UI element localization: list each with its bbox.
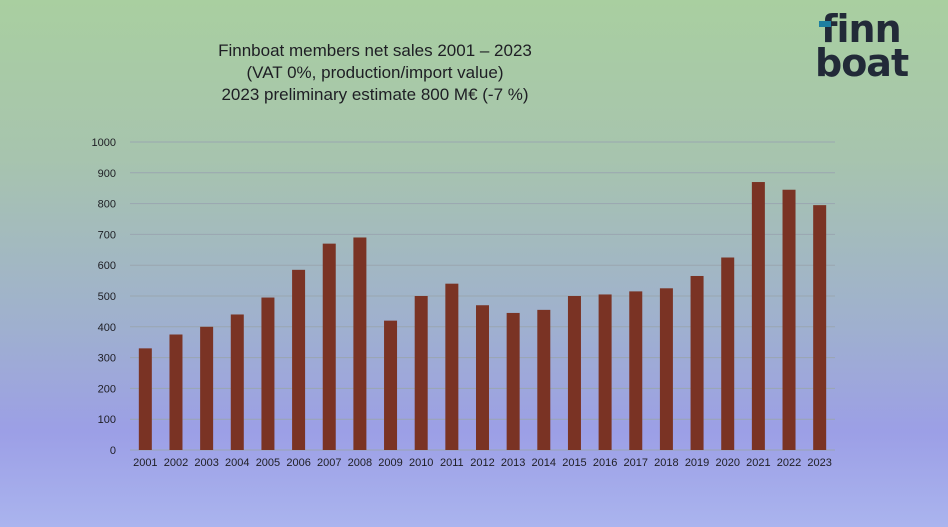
bar [230, 314, 244, 450]
chart-title: Finnboat members net sales 2001 – 2023 (… [160, 40, 590, 106]
x-tick-label: 2011 [440, 457, 464, 469]
x-tick-label: 2012 [470, 457, 494, 469]
bar [445, 283, 459, 450]
x-tick-label: 2021 [746, 457, 770, 469]
y-tick-label: 200 [98, 383, 116, 395]
bar [384, 320, 398, 450]
x-tick-label: 2017 [624, 457, 648, 469]
y-tick-label: 800 [98, 199, 116, 211]
bar [598, 294, 612, 450]
y-tick-label: 600 [98, 260, 116, 272]
x-tick-label: 2005 [256, 457, 280, 469]
bar [567, 296, 581, 450]
x-tick-label: 2006 [286, 457, 310, 469]
y-tick-label: 0 [110, 445, 116, 457]
y-tick-label: 500 [98, 291, 116, 303]
title-line-1: Finnboat members net sales 2001 – 2023 [218, 41, 532, 60]
y-tick-label: 100 [98, 414, 116, 426]
bar [322, 243, 336, 450]
x-tick-label: 2016 [593, 457, 617, 469]
bar [813, 205, 827, 450]
y-tick-label: 300 [98, 353, 116, 365]
x-tick-label: 2008 [348, 457, 372, 469]
x-tick-label: 2010 [409, 457, 433, 469]
x-tick-label: 2001 [133, 457, 157, 469]
logo-finn-text: finn [821, 7, 902, 51]
x-tick-label: 2004 [225, 457, 249, 469]
bar [537, 309, 551, 450]
bar [751, 182, 765, 451]
x-tick-label: 2007 [317, 457, 341, 469]
x-tick-label: 2020 [715, 457, 739, 469]
x-tick-label: 2002 [164, 457, 188, 469]
bar [353, 237, 367, 450]
bar [414, 296, 428, 450]
y-tick-label: 1000 [92, 137, 116, 149]
bar [721, 257, 735, 450]
y-tick-label: 400 [98, 322, 116, 334]
bar [138, 348, 152, 450]
bar [690, 275, 704, 450]
title-line-3: 2023 preliminary estimate 800 M€ (-7 %) [221, 85, 529, 104]
x-tick-label: 2023 [807, 457, 831, 469]
bar [292, 269, 306, 450]
bar [506, 312, 520, 450]
x-tick-label: 2009 [378, 457, 402, 469]
finnboat-logo: finn boat [815, 10, 935, 85]
bar [261, 297, 275, 450]
x-tick-label: 2013 [501, 457, 525, 469]
x-tick-label: 2019 [685, 457, 709, 469]
bar [200, 326, 214, 450]
logo-accent-mark [819, 21, 831, 27]
y-tick-label: 900 [98, 168, 116, 180]
x-tick-label: 2014 [532, 457, 556, 469]
title-line-2: (VAT 0%, production/import value) [246, 63, 504, 82]
bar [782, 189, 796, 451]
bar [659, 288, 673, 450]
x-tick-label: 2015 [562, 457, 586, 469]
y-tick-label: 700 [98, 229, 116, 241]
bar [629, 291, 643, 450]
bar [476, 305, 489, 450]
x-tick-label: 2022 [777, 457, 801, 469]
logo-line-boat: boat [815, 41, 909, 85]
logo-line-finn: finn [815, 10, 935, 48]
x-tick-label: 2003 [194, 457, 218, 469]
bar [169, 334, 183, 450]
x-tick-label: 2018 [654, 457, 678, 469]
